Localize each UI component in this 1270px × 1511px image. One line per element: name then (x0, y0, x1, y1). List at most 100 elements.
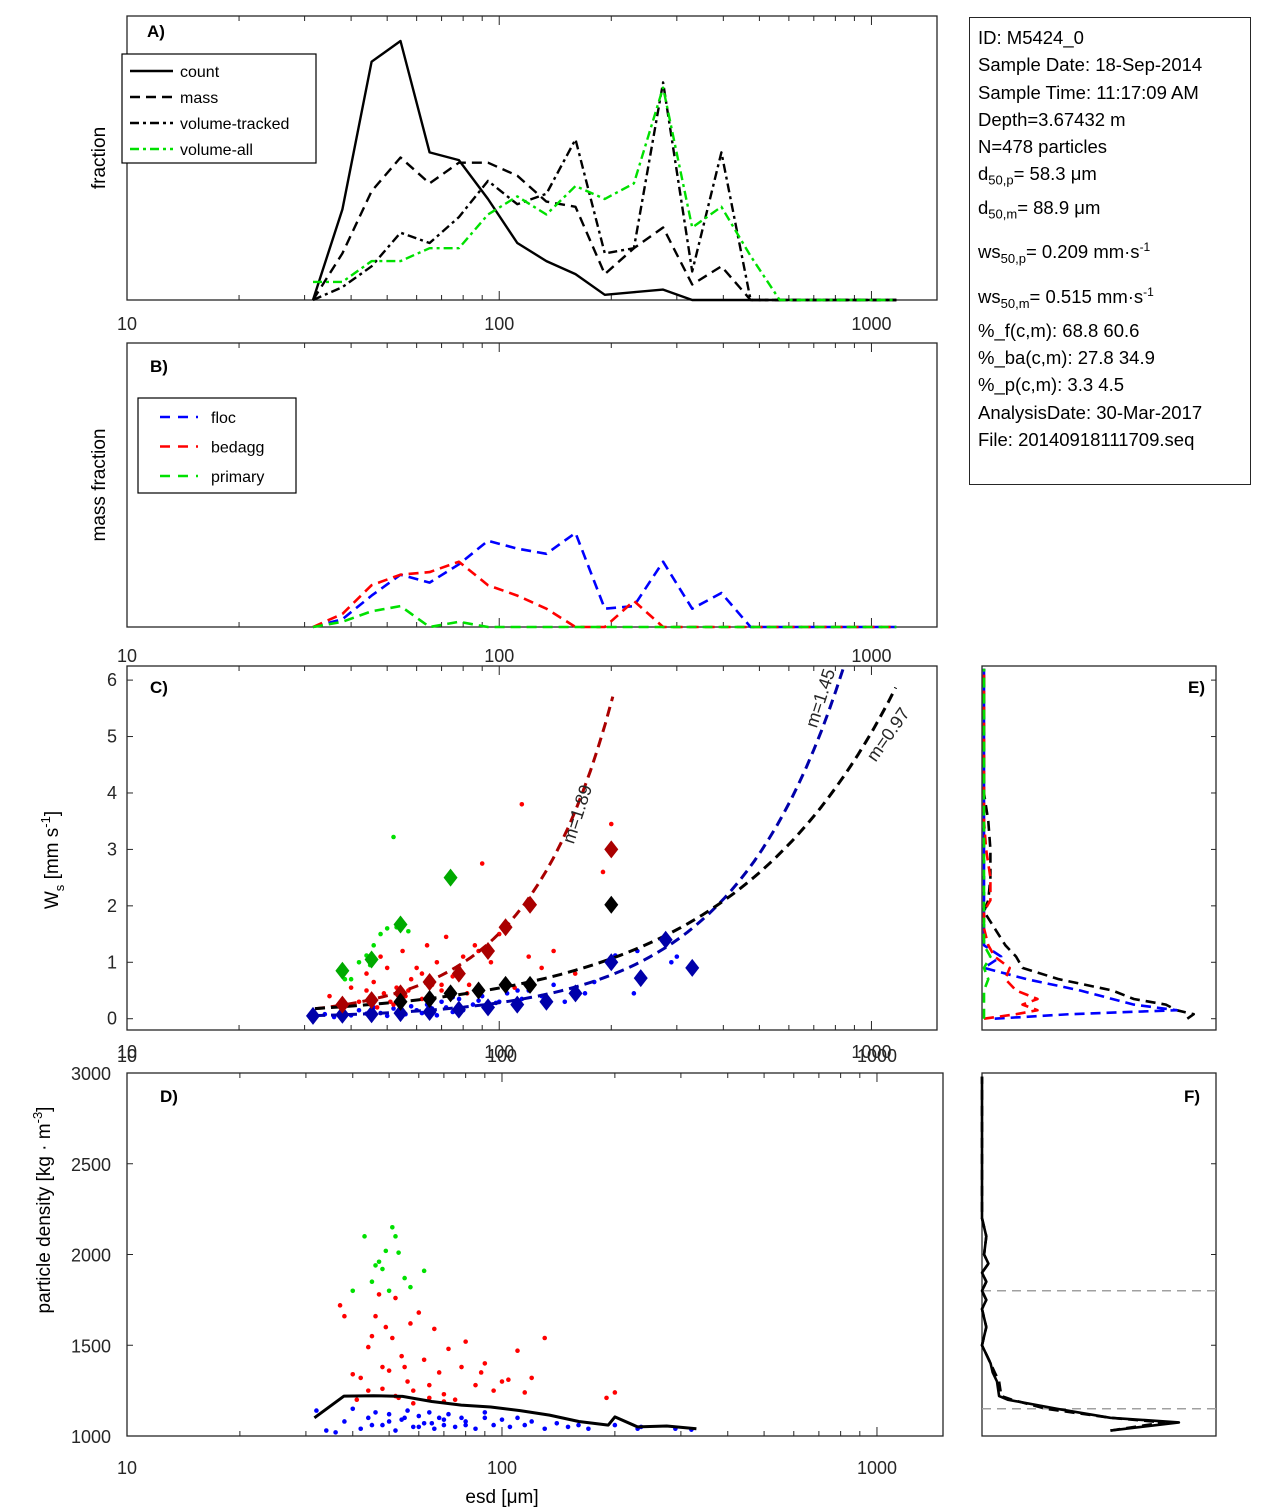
data-point-floc (441, 1417, 447, 1422)
info-text: %_p(c,m): 3.3 4.5 (978, 374, 1125, 396)
series-line-floc (982, 668, 1178, 1020)
data-point-floc (576, 1422, 581, 1428)
data-point-floc (446, 1411, 451, 1417)
data-point-bedagg (405, 1379, 410, 1384)
bin-mean-marker-floc (305, 1006, 320, 1025)
data-point-floc (369, 1422, 375, 1428)
bin-mean-marker-primary (364, 950, 379, 969)
data-point-primary (362, 1234, 367, 1239)
data-point-bedagg (419, 971, 425, 976)
data-point-floc (669, 959, 674, 965)
data-point-floc (416, 1413, 422, 1419)
x-tick-label-top: 10 (117, 1046, 137, 1066)
data-point-bedagg (369, 1333, 375, 1339)
x-tick-label: 10 (117, 1458, 137, 1478)
bin-mean-marker-primary (335, 961, 350, 980)
median-line (313, 1394, 697, 1431)
data-point-primary (380, 1266, 385, 1272)
bin-mean-marker-primary (393, 915, 408, 934)
data-point-bedagg (608, 821, 614, 827)
x-tick-label-top: 1000 (857, 1046, 897, 1066)
data-point-bedagg (491, 1388, 496, 1393)
panel-label: F) (1184, 1087, 1200, 1106)
data-point-bedagg (364, 971, 369, 976)
data-point-bedagg (506, 1377, 511, 1383)
info-text: ID: M5424_0 (978, 27, 1084, 48)
info-line: AnalysisDate: 30-Mar-2017 (978, 399, 1250, 426)
data-point-primary (408, 1284, 413, 1290)
data-point-floc (631, 991, 637, 996)
data-point-floc (529, 1419, 534, 1424)
data-point-bedagg (373, 1313, 378, 1319)
fit-line (314, 666, 846, 1018)
panel-d-axes (126, 1072, 944, 1437)
info-line: File: 20140918111709.seq (978, 426, 1250, 453)
data-point-bedagg (374, 1005, 380, 1010)
data-point-floc (470, 1002, 476, 1007)
data-point-bedagg (472, 943, 478, 948)
y-axis-label: fraction (89, 127, 110, 189)
bin-mean-marker-floc (335, 1005, 350, 1024)
data-point-bedagg (424, 943, 430, 948)
y-tick-label: 2500 (71, 1155, 111, 1175)
data-point-primary (369, 1279, 375, 1285)
data-point-bedagg (350, 1371, 356, 1377)
info-superscript: -1 (1139, 240, 1151, 255)
y-axis-label: mass fraction (89, 429, 110, 542)
legend-label: primary (211, 469, 264, 486)
panel-label: D) (160, 1087, 178, 1106)
legend-label: volume-tracked (180, 116, 289, 133)
info-text: Sample Date: 18-Sep-2014 (978, 54, 1203, 76)
data-point-bedagg (356, 999, 362, 1005)
x-tick-label: 1000 (857, 1458, 897, 1478)
data-point-bedagg (441, 1391, 447, 1397)
data-point-bedagg (612, 1390, 618, 1395)
bin-mean-marker-floc (658, 930, 673, 949)
data-point-floc (384, 1013, 390, 1019)
info-line: ID: M5424_0 (978, 24, 1250, 51)
bin-mean-marker-bedagg (498, 918, 513, 937)
data-point-bedagg (515, 1348, 520, 1353)
data-point-floc (586, 1426, 591, 1432)
data-point-floc (542, 1426, 548, 1432)
info-text: d (978, 197, 989, 219)
data-point-floc (386, 1411, 392, 1417)
bin-mean-marker-all (422, 989, 437, 1008)
bin-mean-marker-bedagg (451, 964, 466, 983)
info-subscript: 50,p (1000, 251, 1026, 267)
panel-label: B) (150, 357, 168, 376)
data-point-bedagg (358, 1375, 364, 1381)
panel-label: A) (147, 22, 165, 41)
x-tick-label: 1000 (851, 314, 891, 334)
info-text: d (978, 163, 989, 185)
y-tick-label: 5 (107, 727, 117, 747)
data-point-floc (582, 991, 588, 996)
data-point-floc (482, 1415, 488, 1421)
data-point-bedagg (443, 934, 449, 940)
data-point-floc (323, 1428, 329, 1433)
series-line-all (982, 668, 1195, 1020)
x-tick-label: 100 (484, 314, 514, 334)
y-tick-label: 4 (107, 783, 117, 803)
info-line: Sample Date: 18-Sep-2014 (978, 51, 1250, 78)
info-text: = 0.209 mm·s (1025, 241, 1140, 263)
x-tick-label: 100 (487, 1458, 517, 1478)
bin-mean-marker-all (443, 984, 458, 1003)
data-point-floc (507, 1424, 513, 1430)
data-point-floc (405, 1408, 410, 1413)
data-point-floc (565, 1424, 571, 1430)
bin-mean-marker-bedagg (422, 973, 437, 992)
panel-c-axes (126, 665, 938, 1031)
info-text: = 58.3 μm (1013, 163, 1097, 185)
data-point-bedagg (439, 982, 444, 988)
info-line: %_ba(c,m): 27.8 34.9 (978, 344, 1250, 371)
data-point-bedagg (600, 869, 606, 875)
data-point-primary (342, 976, 348, 982)
data-point-floc (463, 1422, 468, 1428)
data-point-bedagg (499, 1379, 505, 1384)
bin-mean-marker-all (523, 975, 538, 994)
data-point-bedagg (604, 1395, 609, 1401)
data-point-bedagg (479, 861, 485, 866)
series-line-mass (980, 1076, 1166, 1432)
info-line: ws50,m= 0.515 mm·s-1 (978, 279, 1250, 317)
